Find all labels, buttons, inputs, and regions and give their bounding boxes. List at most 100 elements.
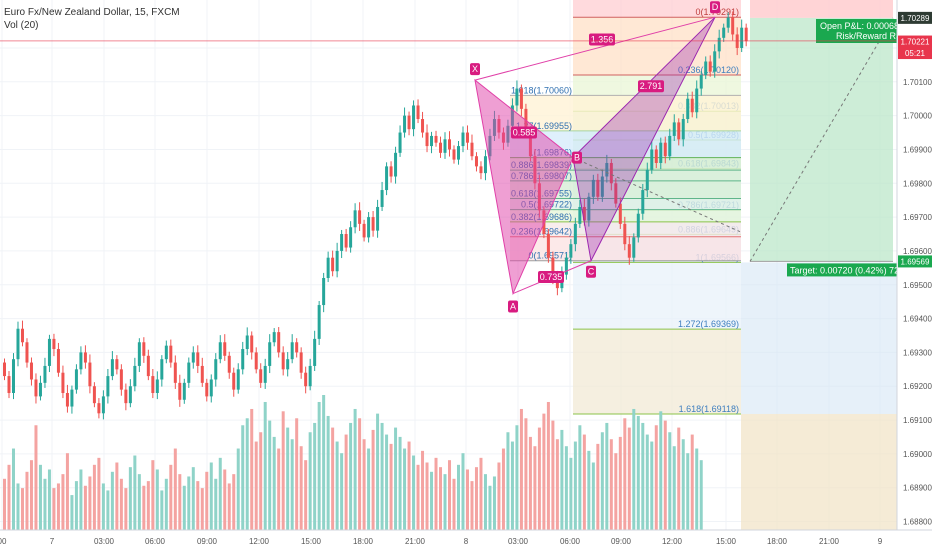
risk-reward-text: Risk/Reward Ratio [836,31,911,41]
pattern-ratio-box [511,126,537,139]
candle-body [254,352,258,370]
price-tick-label: 1.69700 [903,213,932,222]
candle-body [272,332,276,343]
candle-body [97,403,101,414]
candle-body [344,234,348,248]
price-axis[interactable]: 1.702001.701001.700001.699001.698001.697… [896,0,932,550]
volume-bar [304,460,308,530]
volume-bar [146,481,150,530]
volume-bar [232,474,236,530]
price-badge-text: 05:21 [905,49,926,58]
volume-bar [452,478,456,530]
candle-body [421,119,425,133]
candle-body [70,389,74,407]
candle-body [286,359,290,370]
candle-body [596,179,600,197]
time-tick-label: 03:00 [94,537,115,546]
harmonic-pattern[interactable]: X A B C D 0.585 0.735 1.356 2.791 [470,1,741,313]
candle-body [200,365,204,383]
fib-ret-zone [510,95,741,131]
fib-ret-zone [510,198,741,210]
candle-body [7,376,11,394]
candle-body [641,190,645,214]
volume-bar [97,457,101,530]
volume-bar [677,427,681,530]
volume-bars [3,395,703,530]
volume-bar [277,448,281,530]
fib-ext-label: 0.236(1.70120) [678,65,739,75]
candle-body [398,132,402,153]
pattern-point-marker [508,300,518,313]
volume-bar [470,481,474,530]
volume-bar [182,485,186,530]
time-tick-label: 09:00 [611,537,632,546]
candle-body [448,139,452,150]
candle-body [65,393,69,407]
time-tick-label: 12:00 [662,537,683,546]
candle-body [79,352,83,370]
volume-bar [641,422,645,530]
candle-body [160,359,164,380]
candle-body [358,210,362,224]
candle-body [483,156,487,174]
candle-body [29,362,33,380]
volume-bar [317,401,321,530]
volume-bar [178,474,182,530]
candle-body [690,98,694,113]
candle-body [268,342,272,366]
candle-body [169,345,173,363]
volume-bar [681,439,685,530]
volume-bar [335,441,339,530]
volume-bar [380,422,384,530]
volume-bar [290,439,294,530]
volume-bar [218,457,222,530]
fib-ext-zone [741,413,897,530]
candle-body [322,277,326,306]
volume-indicator-label[interactable]: Vol (20) [4,20,39,31]
symbol-title[interactable]: Euro Fx/New Zealand Dollar, 15, FXCM [4,7,180,18]
candle-body [353,210,357,228]
candle-body [470,142,474,157]
volume-bar [254,441,258,530]
candle-body [434,135,438,143]
pattern-ratio-label: 1.356 [591,35,614,45]
volume-bar [542,413,546,530]
time-axis[interactable]: 00 7 03:00 06:00 09:00 12:00 15:00 18:00 21:00 8 0… [0,529,932,550]
price-tick-label: 1.69200 [903,382,932,391]
pattern-projection-line [572,157,741,233]
volume-bar [403,448,407,530]
volume-bar [506,432,510,530]
candle-body [663,142,667,157]
volume-bar [398,436,402,530]
open-pnl-text: Open P&L: 0.00068, C [820,21,911,31]
volume-bar [371,429,375,530]
candle-body [439,142,443,153]
volume-bar [155,469,159,530]
candle-body [182,382,186,400]
volume-bar [448,460,452,530]
volume-bar [3,478,6,530]
candle-body [196,352,200,366]
candle-body [331,257,335,272]
candle-body [456,146,460,160]
price-tick-label: 1.70100 [903,78,932,87]
volume-bar [636,415,640,530]
fib-ret-label: 1.27(1.69955) [516,121,572,131]
candle-body [555,277,559,289]
candle-body [371,217,375,231]
volume-bar [659,411,663,530]
volume-bar [268,420,272,530]
volume-bar [358,418,362,530]
candle-body [326,257,330,278]
candle-body [236,369,240,390]
volume-bar [11,448,15,530]
candle-body [335,250,339,272]
volume-bar [605,422,609,530]
target-text: Target: 0.00720 (0.42%) 72.0 [790,265,907,275]
candle-body [465,132,469,143]
fib-ext-zone [741,262,897,414]
volume-bar [443,474,447,530]
pattern-point-label: A [510,302,516,312]
